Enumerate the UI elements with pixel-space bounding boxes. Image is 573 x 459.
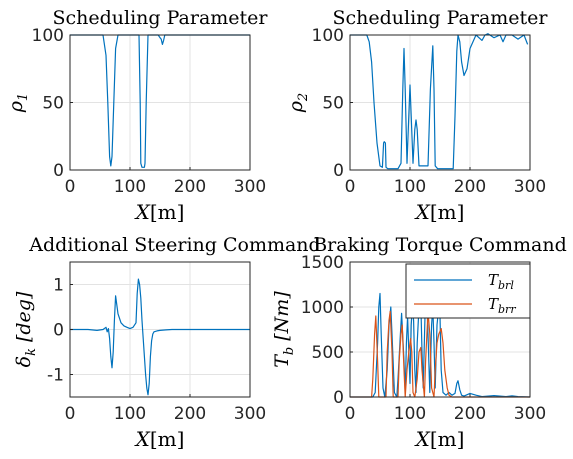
x-tick-label: 0: [345, 177, 356, 197]
chart-title: Additional Steering Command: [28, 234, 320, 256]
x-axis-var: X: [414, 427, 431, 451]
x-tick-label: 300: [234, 404, 266, 424]
y-tick-label: 50: [42, 94, 64, 114]
y-tick-label: 0: [53, 321, 64, 341]
x-tick-label: 300: [514, 177, 546, 197]
x-tick-label: 200: [174, 404, 206, 424]
y-axis-label: ρ1: [5, 93, 31, 113]
x-axis-var: X: [134, 200, 151, 224]
x-axis-label: X[m]: [414, 200, 465, 224]
legend-label-brr: Tbrr: [488, 295, 516, 316]
y-tick-label: 0: [333, 161, 344, 181]
x-tick-label: 0: [65, 177, 76, 197]
y-axis-var: δ: [13, 356, 35, 367]
x-axis-var: X: [134, 427, 151, 451]
x-tick-label: 100: [114, 404, 146, 424]
y-axis-subscript: 2: [296, 93, 311, 102]
y-axis-label: Tb [Nm]: [271, 291, 297, 368]
x-axis-unit: [m]: [150, 427, 185, 451]
series-line-1: [70, 278, 250, 396]
y-tick-label: 100: [312, 26, 344, 46]
y-axis-var: ρ: [285, 100, 307, 113]
y-axis-label: δk [deg]: [13, 291, 39, 367]
x-tick-label: 300: [234, 177, 266, 197]
x-tick-label: 200: [174, 177, 206, 197]
y-tick-label: 0: [53, 161, 64, 181]
y-tick-label: 1500: [301, 253, 344, 273]
y-tick-label: 50: [322, 94, 344, 114]
y-axis-unit: [deg]: [13, 291, 35, 342]
y-axis-label: ρ2: [285, 93, 311, 113]
y-axis-subscript: k: [24, 348, 39, 356]
x-axis-label: X[m]: [134, 427, 185, 451]
y-axis-var: T: [271, 354, 293, 368]
x-axis-unit: [m]: [430, 427, 465, 451]
y-axis-unit: [Nm]: [271, 291, 293, 341]
chart-title: Scheduling Parameter: [332, 7, 548, 29]
y-tick-label: 100: [32, 26, 64, 46]
y-tick-label: 1: [53, 276, 64, 296]
x-axis-unit: [m]: [430, 200, 465, 224]
y-tick-label: 500: [312, 343, 344, 363]
x-tick-label: 200: [454, 177, 486, 197]
y-tick-label: 1000: [301, 298, 344, 318]
y-axis-var: ρ: [5, 100, 27, 113]
x-axis-unit: [m]: [150, 200, 185, 224]
x-axis-label: X[m]: [134, 200, 185, 224]
x-tick-label: 100: [114, 177, 146, 197]
axes-frame: [349, 261, 531, 398]
y-axis-subscript: b: [282, 347, 297, 355]
y-tick-label: 0: [333, 388, 344, 408]
legend-label-brl: Tbrl: [488, 271, 514, 292]
legend-box: [405, 263, 531, 319]
series-line-1: [70, 34, 250, 168]
y-axis-subscript: 1: [16, 93, 31, 101]
x-tick-label: 300: [514, 404, 546, 424]
x-tick-label: 0: [345, 404, 356, 424]
x-tick-label: 100: [394, 177, 426, 197]
x-tick-label: 200: [454, 404, 486, 424]
x-tick-label: 100: [394, 404, 426, 424]
chart-title: Scheduling Parameter: [52, 7, 268, 29]
legend: Tbrl Tbrr: [405, 263, 531, 319]
y-tick-label: -1: [47, 366, 64, 386]
series-line-brr: [350, 310, 530, 398]
chart-title: Braking Torque Command: [313, 234, 567, 256]
x-axis-var: X: [414, 200, 431, 224]
x-tick-label: 0: [65, 404, 76, 424]
x-axis-label: X[m]: [414, 427, 465, 451]
